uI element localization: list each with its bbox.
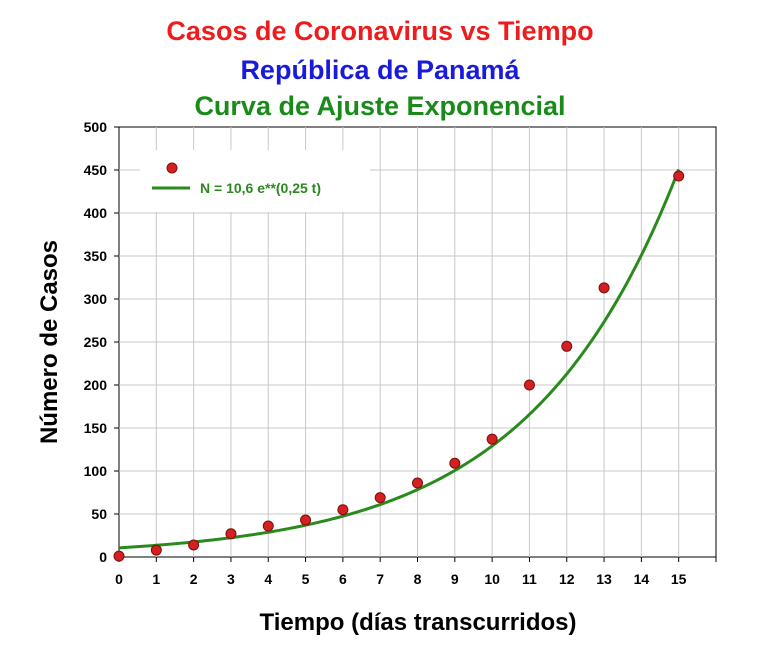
chart-subtitle: República de Panamá <box>240 55 520 85</box>
x-tick-label: 7 <box>376 571 384 587</box>
data-point <box>673 170 685 182</box>
data-point <box>412 477 423 489</box>
data-point <box>598 282 610 294</box>
x-tick-label: 4 <box>264 571 272 587</box>
legend-box <box>140 150 370 212</box>
fit-layer <box>118 168 681 550</box>
y-tick-label: 400 <box>84 205 108 221</box>
fit-curve <box>118 168 681 550</box>
x-tick-label: 0 <box>115 571 123 587</box>
legend-label-fit: N = 10,6 e**(0,25 t) <box>200 180 321 196</box>
x-tick-label: 2 <box>190 571 198 587</box>
points-layer <box>113 170 685 562</box>
data-point <box>561 340 573 352</box>
x-tick-label: 8 <box>414 571 422 587</box>
x-tick-label: 1 <box>152 571 160 587</box>
axis-ticks: 0 1 2 3 4 5 6 7 8 9 10 11 12 13 14 15050100150200250300… <box>84 119 717 587</box>
x-tick-label: 6 <box>339 571 347 587</box>
data-point <box>262 520 274 532</box>
y-tick-label: 500 <box>84 119 108 135</box>
y-tick-label: 200 <box>84 377 108 393</box>
data-point <box>486 433 498 445</box>
data-point <box>188 539 200 551</box>
x-tick-label: 14 <box>634 571 650 587</box>
x-axis-label: Tiempo (días transcurridos) <box>260 609 577 636</box>
x-tick-label: 12 <box>559 571 575 587</box>
data-point <box>113 550 125 562</box>
legend: N = 10,6 e**(0,25 t) <box>140 150 370 212</box>
x-tick-label: 11 <box>522 571 537 587</box>
data-point <box>337 504 349 516</box>
x-tick-label: 9 <box>451 571 459 587</box>
data-point <box>374 492 386 504</box>
y-tick-label: 0 <box>99 549 107 565</box>
y-tick-label: 250 <box>84 334 108 350</box>
x-tick-label: 3 <box>227 571 235 587</box>
data-point <box>449 457 461 469</box>
y-tick-label: 350 <box>84 248 108 264</box>
x-tick-label: 5 <box>302 571 310 587</box>
legend-marker-points <box>166 162 178 174</box>
y-axis-label: Número de Casos <box>36 240 63 444</box>
x-tick-label: 15 <box>671 571 687 587</box>
y-tick-label: 450 <box>84 162 108 178</box>
chart-subtitle-2: Curva de Ajuste Exponencial <box>194 91 566 121</box>
data-point <box>225 528 237 540</box>
data-point <box>150 544 162 556</box>
data-point <box>523 379 535 391</box>
y-tick-label: 300 <box>84 291 108 307</box>
y-tick-label: 50 <box>91 506 107 522</box>
chart-title: Casos de Coronavirus vs Tiempo <box>166 16 594 46</box>
data-point <box>300 514 312 526</box>
y-tick-label: 100 <box>84 463 108 479</box>
x-tick-label: 13 <box>596 571 612 587</box>
y-tick-label: 150 <box>84 420 108 436</box>
x-tick-label: 10 <box>484 571 500 587</box>
